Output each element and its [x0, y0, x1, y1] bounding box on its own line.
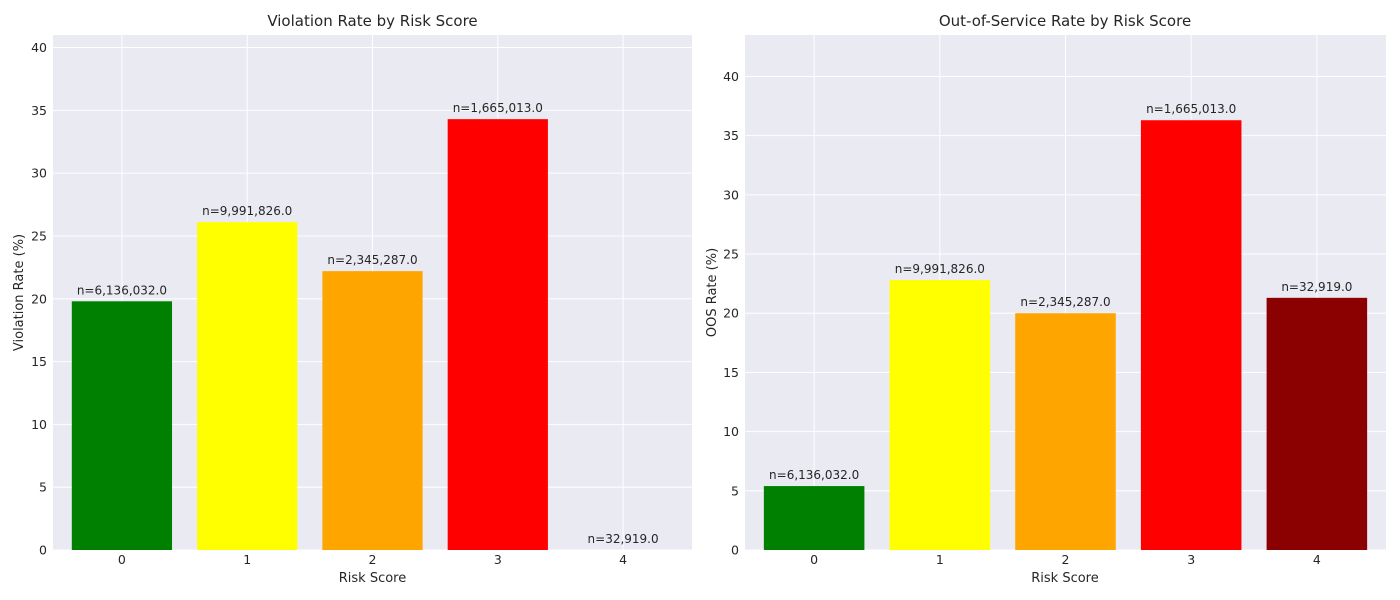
- bar-label-4: n=32,919.0: [588, 532, 659, 546]
- y-tick-label: 25: [723, 247, 739, 262]
- bar-label-0: n=6,136,032.0: [77, 283, 167, 297]
- x-tick-label: 2: [1062, 552, 1070, 567]
- x-axis-ticks: 0 1 2 3 4: [118, 552, 627, 567]
- y-tick-label: 30: [723, 187, 739, 202]
- y-tick-label: 25: [31, 228, 47, 243]
- y-tick-label: 10: [723, 424, 739, 439]
- bar-2: [322, 271, 423, 550]
- bar-2: [1015, 313, 1116, 550]
- bar-labels: n=6,136,032.0 n=9,991,826.0 n=2,345,287.0 n…: [769, 102, 1352, 482]
- bar-label-1: n=9,991,826.0: [895, 262, 985, 276]
- x-axis-label: Risk Score: [1031, 571, 1099, 586]
- y-tick-label: 30: [31, 166, 47, 181]
- bar-3: [447, 119, 548, 550]
- bars: [71, 119, 548, 550]
- y-axis-label: Violation Rate (%): [12, 234, 27, 351]
- y-tick-label: 10: [31, 417, 47, 432]
- y-tick-label: 0: [39, 543, 47, 558]
- y-axis-ticks: 0 5 10 15 20 25 30 35 40: [723, 69, 739, 558]
- y-tick-label: 35: [31, 103, 47, 118]
- x-axis-label: Risk Score: [339, 571, 407, 586]
- chart-violation-rate: Violation Rate by Risk Score n=6,136,032…: [12, 12, 692, 586]
- bar-labels: n=6,136,032.0 n=9,991,826.0 n=2,345,287.0 n…: [77, 101, 659, 546]
- x-tick-label: 1: [936, 552, 944, 567]
- y-tick-label: 5: [731, 483, 739, 498]
- y-tick-label: 40: [31, 40, 47, 55]
- y-tick-label: 0: [731, 543, 739, 558]
- bar-label-2: n=2,345,287.0: [1020, 295, 1110, 309]
- bar-0: [763, 486, 865, 550]
- y-tick-label: 15: [723, 365, 739, 380]
- bar-label-2: n=2,345,287.0: [327, 253, 417, 267]
- bar-label-3: n=1,665,013.0: [453, 101, 543, 115]
- x-tick-label: 0: [118, 552, 126, 567]
- bar-label-0: n=6,136,032.0: [769, 468, 859, 482]
- y-tick-label: 40: [723, 69, 739, 84]
- x-tick-label: 3: [494, 552, 502, 567]
- bars: [763, 120, 1368, 550]
- y-tick-label: 35: [723, 128, 739, 143]
- x-tick-label: 4: [619, 552, 627, 567]
- x-axis-ticks: 0 1 2 3 4: [810, 552, 1321, 567]
- x-tick-label: 2: [369, 552, 377, 567]
- y-tick-label: 20: [31, 291, 47, 306]
- y-axis-ticks: 0 5 10 15 20 25 30 35 40: [31, 40, 47, 557]
- bar-3: [1140, 120, 1242, 550]
- bar-1: [197, 222, 298, 550]
- y-tick-label: 5: [39, 480, 47, 495]
- y-axis-label: OOS Rate (%): [705, 248, 720, 337]
- x-tick-label: 1: [243, 552, 251, 567]
- x-tick-label: 0: [810, 552, 818, 567]
- bar-label-1: n=9,991,826.0: [202, 204, 292, 218]
- chart-title: Violation Rate by Risk Score: [267, 12, 477, 30]
- x-tick-label: 4: [1313, 552, 1321, 567]
- chart-oos-rate: Out-of-Service Rate by Risk Score n=6,13…: [705, 12, 1386, 586]
- bar-label-3: n=1,665,013.0: [1146, 102, 1236, 116]
- bar-1: [889, 280, 991, 550]
- chart-title: Out-of-Service Rate by Risk Score: [939, 12, 1191, 30]
- bar-label-4: n=32,919.0: [1281, 280, 1352, 294]
- y-tick-label: 20: [723, 306, 739, 321]
- bar-0: [71, 301, 173, 550]
- x-tick-label: 3: [1187, 552, 1195, 567]
- bar-4: [1266, 297, 1368, 550]
- y-tick-label: 15: [31, 354, 47, 369]
